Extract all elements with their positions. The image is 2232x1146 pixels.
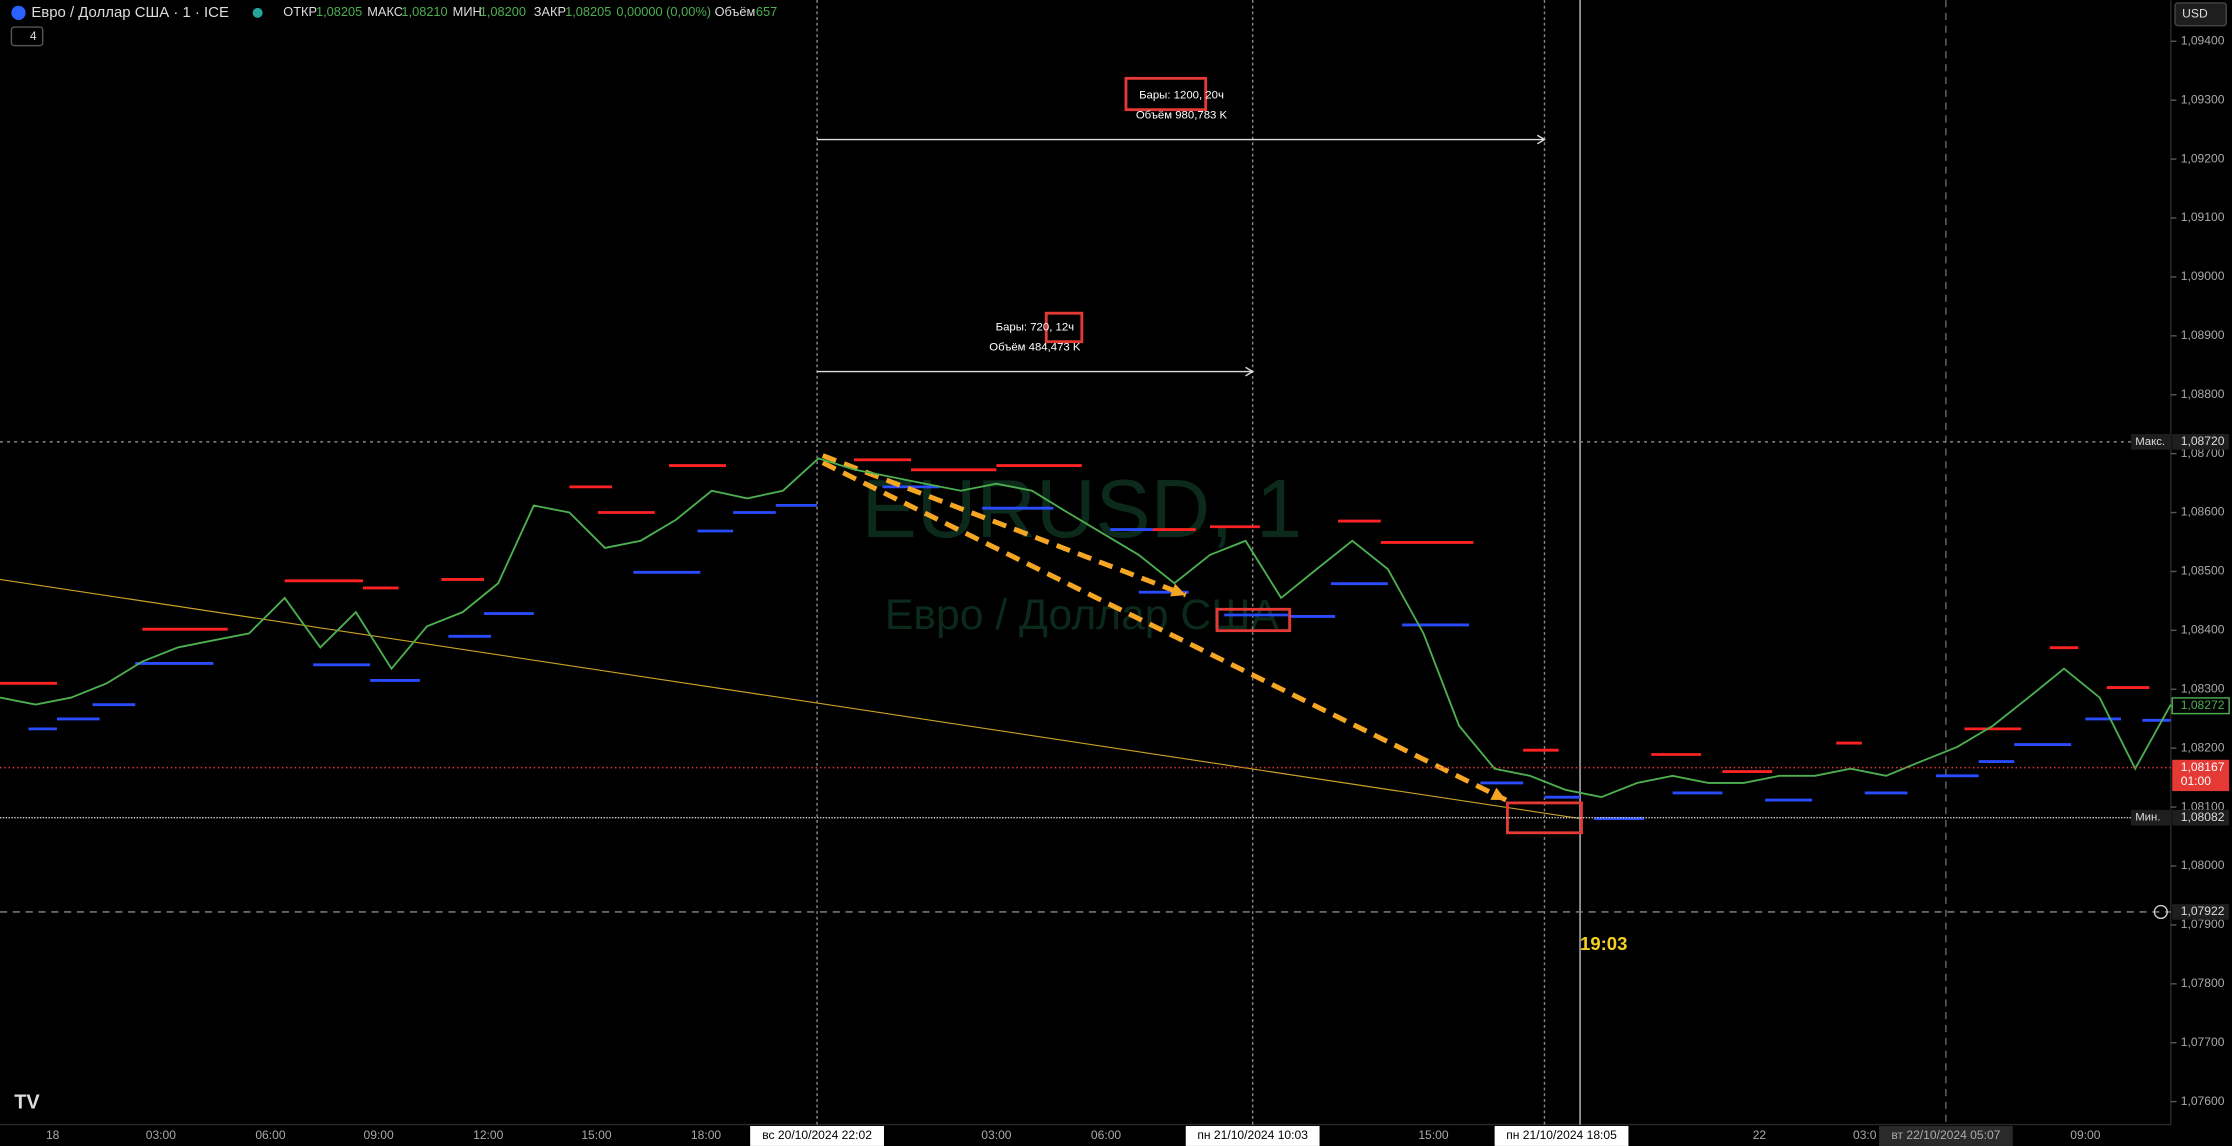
time-label: 22 — [1753, 1128, 1767, 1142]
currency[interactable]: USD — [2182, 6, 2208, 20]
price-badge — [2172, 809, 2230, 826]
y-tick-label: 1,08200 — [2181, 740, 2225, 754]
y-tick-label: 1,07800 — [2181, 976, 2225, 990]
time-label: 09:00 — [2070, 1128, 2101, 1142]
volume: 657 — [756, 4, 777, 19]
price-badge — [2172, 434, 2230, 450]
time-badge — [1494, 1126, 1629, 1146]
y-tick-label: 1,08900 — [2181, 328, 2225, 342]
ohlc-value: 1,08210 — [401, 4, 447, 19]
indicators-button[interactable] — [10, 26, 44, 47]
ohlc-label: ЗАКР — [534, 4, 566, 19]
time-label: 18:00 — [691, 1128, 722, 1142]
y-tick-label: 1,07700 — [2181, 1035, 2225, 1049]
time-label: вс 20/10/2024 22:02 — [762, 1128, 872, 1142]
measure-bars: Бары: 720, 12ч — [996, 321, 1075, 333]
y-tick-label: 1,08400 — [2181, 623, 2225, 637]
highlight-box — [1044, 311, 1084, 344]
price-tag-bg — [2130, 809, 2171, 826]
y-tick-label: 1,09300 — [2181, 92, 2225, 106]
highlight-box — [1124, 76, 1208, 112]
time-label: 03:00 — [146, 1128, 177, 1142]
time-label: 12:00 — [473, 1128, 504, 1142]
time-badge — [1185, 1126, 1320, 1146]
watermark-ticker: EURUSD, 1 — [862, 463, 1302, 555]
y-tick-label: 1,08100 — [2181, 799, 2225, 813]
y-tick-label: 1,08800 — [2181, 387, 2225, 401]
y-tick-label: 1,08500 — [2181, 564, 2225, 578]
symbol: Евро / Доллар США · 1 · ICE — [31, 4, 229, 21]
ohlc-label: МАКС — [367, 4, 403, 19]
time-label: 15:00 — [1418, 1128, 1449, 1142]
measure-arrow — [1245, 366, 1255, 377]
price-badge-label: 1,08720 — [2181, 434, 2225, 448]
ohlc-value: 1,08205 — [316, 4, 362, 19]
drawing-line — [821, 460, 1508, 803]
time-badge — [1878, 1126, 2013, 1146]
price-badge-label: 1,07922 — [2181, 904, 2225, 918]
status-dot[interactable] — [252, 7, 263, 18]
watermark-name: Евро / Доллар США — [885, 591, 1280, 639]
price-badge-label: 1,08082 — [2181, 810, 2225, 824]
indicators-count[interactable]: 4 — [30, 29, 37, 43]
measure-arrow — [1536, 134, 1546, 145]
y-tick-label: 1,09200 — [2181, 151, 2225, 165]
price-badge-label: 1,08167 — [2181, 760, 2225, 774]
symbol-icon — [11, 5, 26, 20]
measure-volume: Объём 980,783 K — [1136, 109, 1228, 121]
add-alert[interactable] — [2153, 904, 2168, 920]
price-badge — [2171, 697, 2230, 715]
time-label: вт 22/10/2024 05:07 — [1891, 1128, 2000, 1142]
ohlc-label: МИН — [453, 4, 482, 19]
measure-volume: Объём 484,473 K — [989, 341, 1081, 353]
y-tick-label: 1,09100 — [2181, 210, 2225, 224]
y-tick-label: 1,07900 — [2181, 917, 2225, 931]
price-badge-label: 1,08272 — [2181, 698, 2225, 712]
price-badge — [2172, 904, 2230, 920]
price-line — [0, 457, 2172, 799]
time-label: 06:00 — [255, 1128, 286, 1142]
drawings — [0, 0, 2171, 1125]
ohlc-value: 1,08205 — [565, 4, 611, 19]
price-tag-bg — [2130, 434, 2171, 450]
y-tick-label: 1,08600 — [2181, 505, 2225, 519]
measure-bars: Бары: 1200, 20ч — [1139, 89, 1224, 101]
price-tag: Макс. — [2135, 436, 2165, 448]
currency-button[interactable] — [2174, 2, 2228, 27]
time-label: 15:00 — [581, 1128, 612, 1142]
time-badge — [750, 1126, 884, 1146]
annotation: 19:03 — [1580, 933, 1627, 954]
price-badge-sub: 01:00 — [2181, 774, 2212, 788]
time-label: 18 — [46, 1128, 60, 1142]
ohlc-value: 1,08200 — [480, 4, 526, 19]
y-tick-label: 1,09000 — [2181, 269, 2225, 283]
highlight-box — [1215, 607, 1292, 633]
y-tick-label: 1,07600 — [2181, 1094, 2225, 1108]
time-label: 03:0 — [1853, 1128, 1877, 1142]
y-tick-label: 1,09400 — [2181, 33, 2225, 47]
price-tag: Мин. — [2135, 812, 2160, 824]
time-label: 03:00 — [981, 1128, 1012, 1142]
logo[interactable]: TV — [14, 1092, 40, 1114]
time-label: 09:00 — [364, 1128, 395, 1142]
ohlc-label: ОТКР — [283, 4, 317, 19]
arrow-head — [1490, 787, 1507, 801]
time-label: 06:00 — [1091, 1128, 1122, 1142]
y-tick-label: 1,08000 — [2181, 858, 2225, 872]
drawing-line — [821, 453, 1187, 598]
volume-label: Объём — [715, 4, 756, 19]
time-label: пн 21/10/2024 18:05 — [1506, 1128, 1617, 1142]
y-tick-label: 1,08300 — [2181, 681, 2225, 695]
change: 0,00000 (0,00%) — [616, 4, 711, 19]
price-badge — [2172, 759, 2230, 792]
time-label: пн 21/10/2024 10:03 — [1197, 1128, 1308, 1142]
arrow-head — [1170, 583, 1186, 597]
